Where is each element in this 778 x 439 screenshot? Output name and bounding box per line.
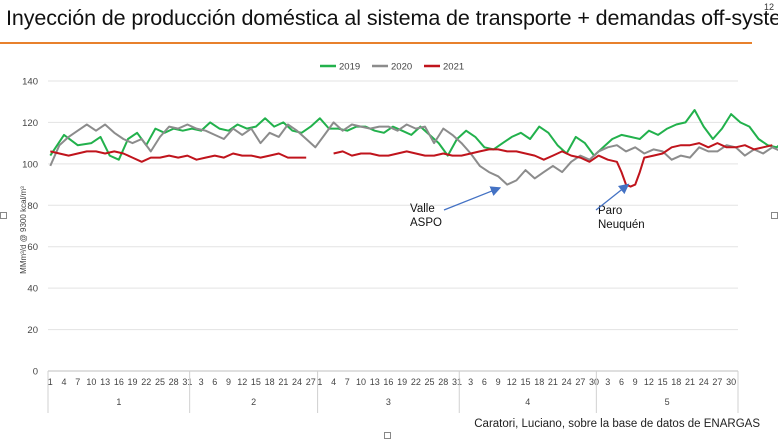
series-line-2019 bbox=[49, 109, 778, 161]
series-line-2020 bbox=[49, 121, 778, 186]
x-day-label: 24 bbox=[562, 377, 572, 387]
annotation-arrow bbox=[443, 186, 502, 211]
x-month-label: 4 bbox=[525, 397, 530, 407]
x-day-label: 21 bbox=[685, 377, 695, 387]
chart-grid bbox=[48, 80, 738, 372]
x-day-label: 27 bbox=[712, 377, 722, 387]
x-day-label: 4 bbox=[331, 377, 336, 387]
x-day-label: 24 bbox=[292, 377, 302, 387]
x-day-label: 12 bbox=[644, 377, 654, 387]
title-underline bbox=[0, 42, 752, 44]
x-day-label: 9 bbox=[226, 377, 231, 387]
x-day-label: 15 bbox=[251, 377, 261, 387]
chart-series bbox=[49, 109, 778, 188]
series-line-2021-segment-1 bbox=[333, 142, 773, 188]
x-day-label: 22 bbox=[411, 377, 421, 387]
x-month-label: 2 bbox=[251, 397, 256, 407]
x-month-label: 5 bbox=[665, 397, 670, 407]
x-day-label: 30 bbox=[589, 377, 599, 387]
x-day-label: 21 bbox=[548, 377, 558, 387]
x-day-label: 1 bbox=[317, 377, 322, 387]
x-day-label: 9 bbox=[496, 377, 501, 387]
x-day-label: 9 bbox=[633, 377, 638, 387]
x-day-label: 18 bbox=[265, 377, 275, 387]
y-tick-label: 100 bbox=[22, 159, 38, 170]
x-day-label: 13 bbox=[100, 377, 110, 387]
x-day-label: 13 bbox=[370, 377, 380, 387]
x-day-label: 28 bbox=[169, 377, 179, 387]
annotation-label: Paro bbox=[598, 205, 622, 217]
x-day-label: 18 bbox=[671, 377, 681, 387]
legend-label-2019: 2019 bbox=[339, 62, 360, 73]
chart-annotations: Valle ASPO Paro Neuquén bbox=[410, 183, 645, 231]
x-day-label: 16 bbox=[114, 377, 124, 387]
x-day-label: 16 bbox=[383, 377, 393, 387]
x-day-label: 3 bbox=[605, 377, 610, 387]
x-day-label: 12 bbox=[237, 377, 247, 387]
y-tick-label: 0 bbox=[33, 367, 38, 378]
slide-title: Inyección de producción doméstica al sis… bbox=[6, 6, 778, 30]
y-tick-label: 80 bbox=[27, 201, 38, 212]
x-day-label: 27 bbox=[306, 377, 316, 387]
x-day-label: 24 bbox=[699, 377, 709, 387]
x-day-label: 19 bbox=[397, 377, 407, 387]
legend-label-2020: 2020 bbox=[391, 62, 412, 73]
x-day-label: 31 bbox=[452, 377, 462, 387]
annotation-arrow bbox=[595, 183, 630, 211]
x-day-label: 27 bbox=[575, 377, 585, 387]
x-day-label: 6 bbox=[619, 377, 624, 387]
x-day-label: 4 bbox=[61, 377, 66, 387]
selection-handle-left[interactable] bbox=[0, 212, 7, 219]
annotation-label: ASPO bbox=[410, 217, 442, 229]
y-tick-label: 40 bbox=[27, 284, 38, 295]
page-number: 12 bbox=[763, 2, 774, 12]
y-tick-label: 20 bbox=[27, 325, 38, 336]
x-month-label: 1 bbox=[116, 397, 121, 407]
y-tick-label: 120 bbox=[22, 118, 38, 129]
x-day-label: 25 bbox=[155, 377, 165, 387]
annotation-label: Valle bbox=[410, 203, 435, 215]
x-day-label: 15 bbox=[658, 377, 668, 387]
x-day-label: 18 bbox=[534, 377, 544, 387]
x-day-label: 6 bbox=[482, 377, 487, 387]
x-day-label: 10 bbox=[356, 377, 366, 387]
x-day-label: 21 bbox=[278, 377, 288, 387]
x-day-label: 3 bbox=[199, 377, 204, 387]
x-day-label: 3 bbox=[468, 377, 473, 387]
x-day-label: 19 bbox=[128, 377, 138, 387]
x-day-label: 22 bbox=[141, 377, 151, 387]
x-day-label: 1 bbox=[48, 377, 53, 387]
x-day-label: 25 bbox=[425, 377, 435, 387]
y-axis-label: MMm³/d @ 9300 kcal/m³ bbox=[19, 186, 28, 274]
x-day-label: 6 bbox=[212, 377, 217, 387]
x-day-label: 12 bbox=[507, 377, 517, 387]
y-tick-label: 60 bbox=[27, 242, 38, 253]
x-day-label: 15 bbox=[521, 377, 531, 387]
legend-label-2021: 2021 bbox=[443, 62, 464, 73]
chart-legend: 2019 2020 2021 bbox=[320, 62, 464, 73]
x-day-label: 31 bbox=[182, 377, 192, 387]
source-credit: Caratori, Luciano, sobre la base de dato… bbox=[474, 418, 760, 430]
x-day-label: 7 bbox=[345, 377, 350, 387]
annotation-label: Neuquén bbox=[598, 219, 645, 231]
x-day-label: 30 bbox=[726, 377, 736, 387]
x-day-label: 10 bbox=[86, 377, 96, 387]
x-month-label: 3 bbox=[386, 397, 391, 407]
y-axis: 0 20 40 60 80 100 120 140 bbox=[22, 77, 38, 378]
x-day-label: 28 bbox=[438, 377, 448, 387]
x-day-label: 7 bbox=[75, 377, 80, 387]
series-line-2021 bbox=[50, 150, 307, 163]
y-tick-label: 140 bbox=[22, 77, 38, 88]
